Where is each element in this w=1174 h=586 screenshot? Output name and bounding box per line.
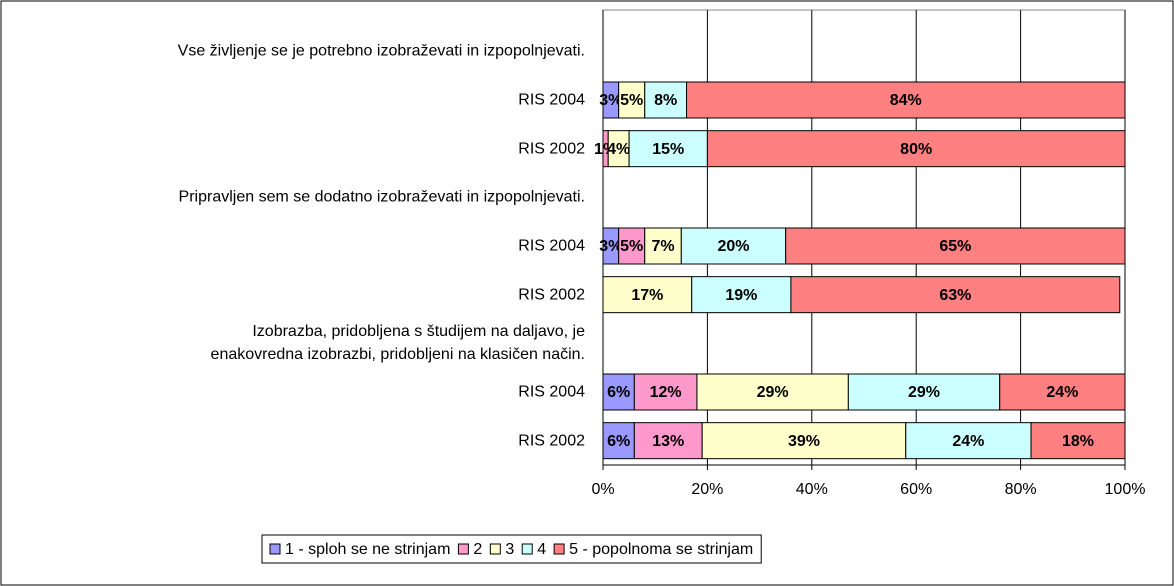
bar-segment (785, 227, 1126, 265)
data-label: 4% (607, 141, 630, 158)
bar-segment (644, 81, 688, 119)
legend-label: 1 - sploh se ne strinjam (285, 541, 450, 558)
y-tick-label: Izobrazba, pridobljena s študijem na dal… (210, 323, 585, 364)
legend-label: 2 (473, 541, 482, 558)
bar-segment (706, 130, 1126, 168)
legend-swatch (553, 543, 565, 555)
bar-segment (790, 276, 1121, 314)
legend-swatch (457, 543, 469, 555)
data-label: 6% (607, 433, 630, 450)
data-label: 24% (952, 433, 984, 450)
bar-segment (602, 422, 635, 460)
x-tick-label: 40% (796, 481, 828, 498)
data-label: 65% (939, 238, 971, 255)
data-label: 3% (599, 238, 622, 255)
y-tick-label: RIS 2002 (518, 140, 585, 158)
data-label: 13% (652, 433, 684, 450)
x-tick-label: 60% (900, 481, 932, 498)
data-label: 24% (1046, 384, 1078, 401)
data-label: 29% (757, 384, 789, 401)
data-label: 19% (725, 287, 757, 304)
x-tick-label: 0% (591, 481, 614, 498)
legend-label: 4 (537, 541, 546, 558)
data-label: 5% (620, 92, 643, 109)
data-label: 20% (717, 238, 749, 255)
y-tick-label: RIS 2004 (518, 237, 585, 255)
data-label: 39% (788, 433, 820, 450)
bar-segment (680, 227, 787, 265)
data-label: 12% (650, 384, 682, 401)
data-label: 17% (631, 287, 663, 304)
legend (261, 534, 762, 564)
data-label: 80% (900, 141, 932, 158)
y-tick-label: RIS 2002 (518, 432, 585, 450)
bar-segment (686, 81, 1126, 119)
y-tick-label: Vse življenje se je potrebno izobraževat… (177, 42, 585, 60)
bar-segment (701, 422, 907, 460)
data-label: 15% (652, 141, 684, 158)
y-tick-label: RIS 2002 (518, 286, 585, 304)
bar-segment (696, 373, 849, 411)
bar-segment (999, 373, 1126, 411)
legend-swatch (489, 543, 501, 555)
bar-segment (1030, 422, 1126, 460)
legend-label: 3 (505, 541, 514, 558)
bar-segment (691, 276, 792, 314)
bar-segment (602, 373, 635, 411)
y-tick-label: Pripravljen sem se dodatno izobraževati … (178, 188, 585, 206)
bar-segment (602, 276, 693, 314)
bar-segment (905, 422, 1032, 460)
legend-swatch (269, 543, 281, 555)
data-label: 29% (908, 384, 940, 401)
data-label: 63% (939, 287, 971, 304)
y-tick-label: RIS 2004 (518, 91, 585, 109)
bar-segment (644, 227, 682, 265)
bar-segment (618, 227, 646, 265)
bar-segment (628, 130, 708, 168)
data-label: 18% (1062, 433, 1094, 450)
data-label: 7% (651, 238, 674, 255)
data-label: 3% (599, 92, 622, 109)
bar-segment (847, 373, 1001, 411)
data-label: 84% (890, 92, 922, 109)
x-tick-label: 100% (1105, 481, 1146, 498)
data-label: 5% (620, 238, 643, 255)
bar-segment (618, 81, 646, 119)
x-tick-label: 20% (691, 481, 723, 498)
bar-segment (633, 422, 703, 460)
data-label: 6% (607, 384, 630, 401)
y-tick-label: RIS 2004 (518, 383, 585, 401)
data-label: 8% (654, 92, 677, 109)
legend-label: 5 - popolnoma se strinjam (569, 541, 753, 558)
x-tick-label: 80% (1005, 481, 1037, 498)
legend-swatch (521, 543, 533, 555)
